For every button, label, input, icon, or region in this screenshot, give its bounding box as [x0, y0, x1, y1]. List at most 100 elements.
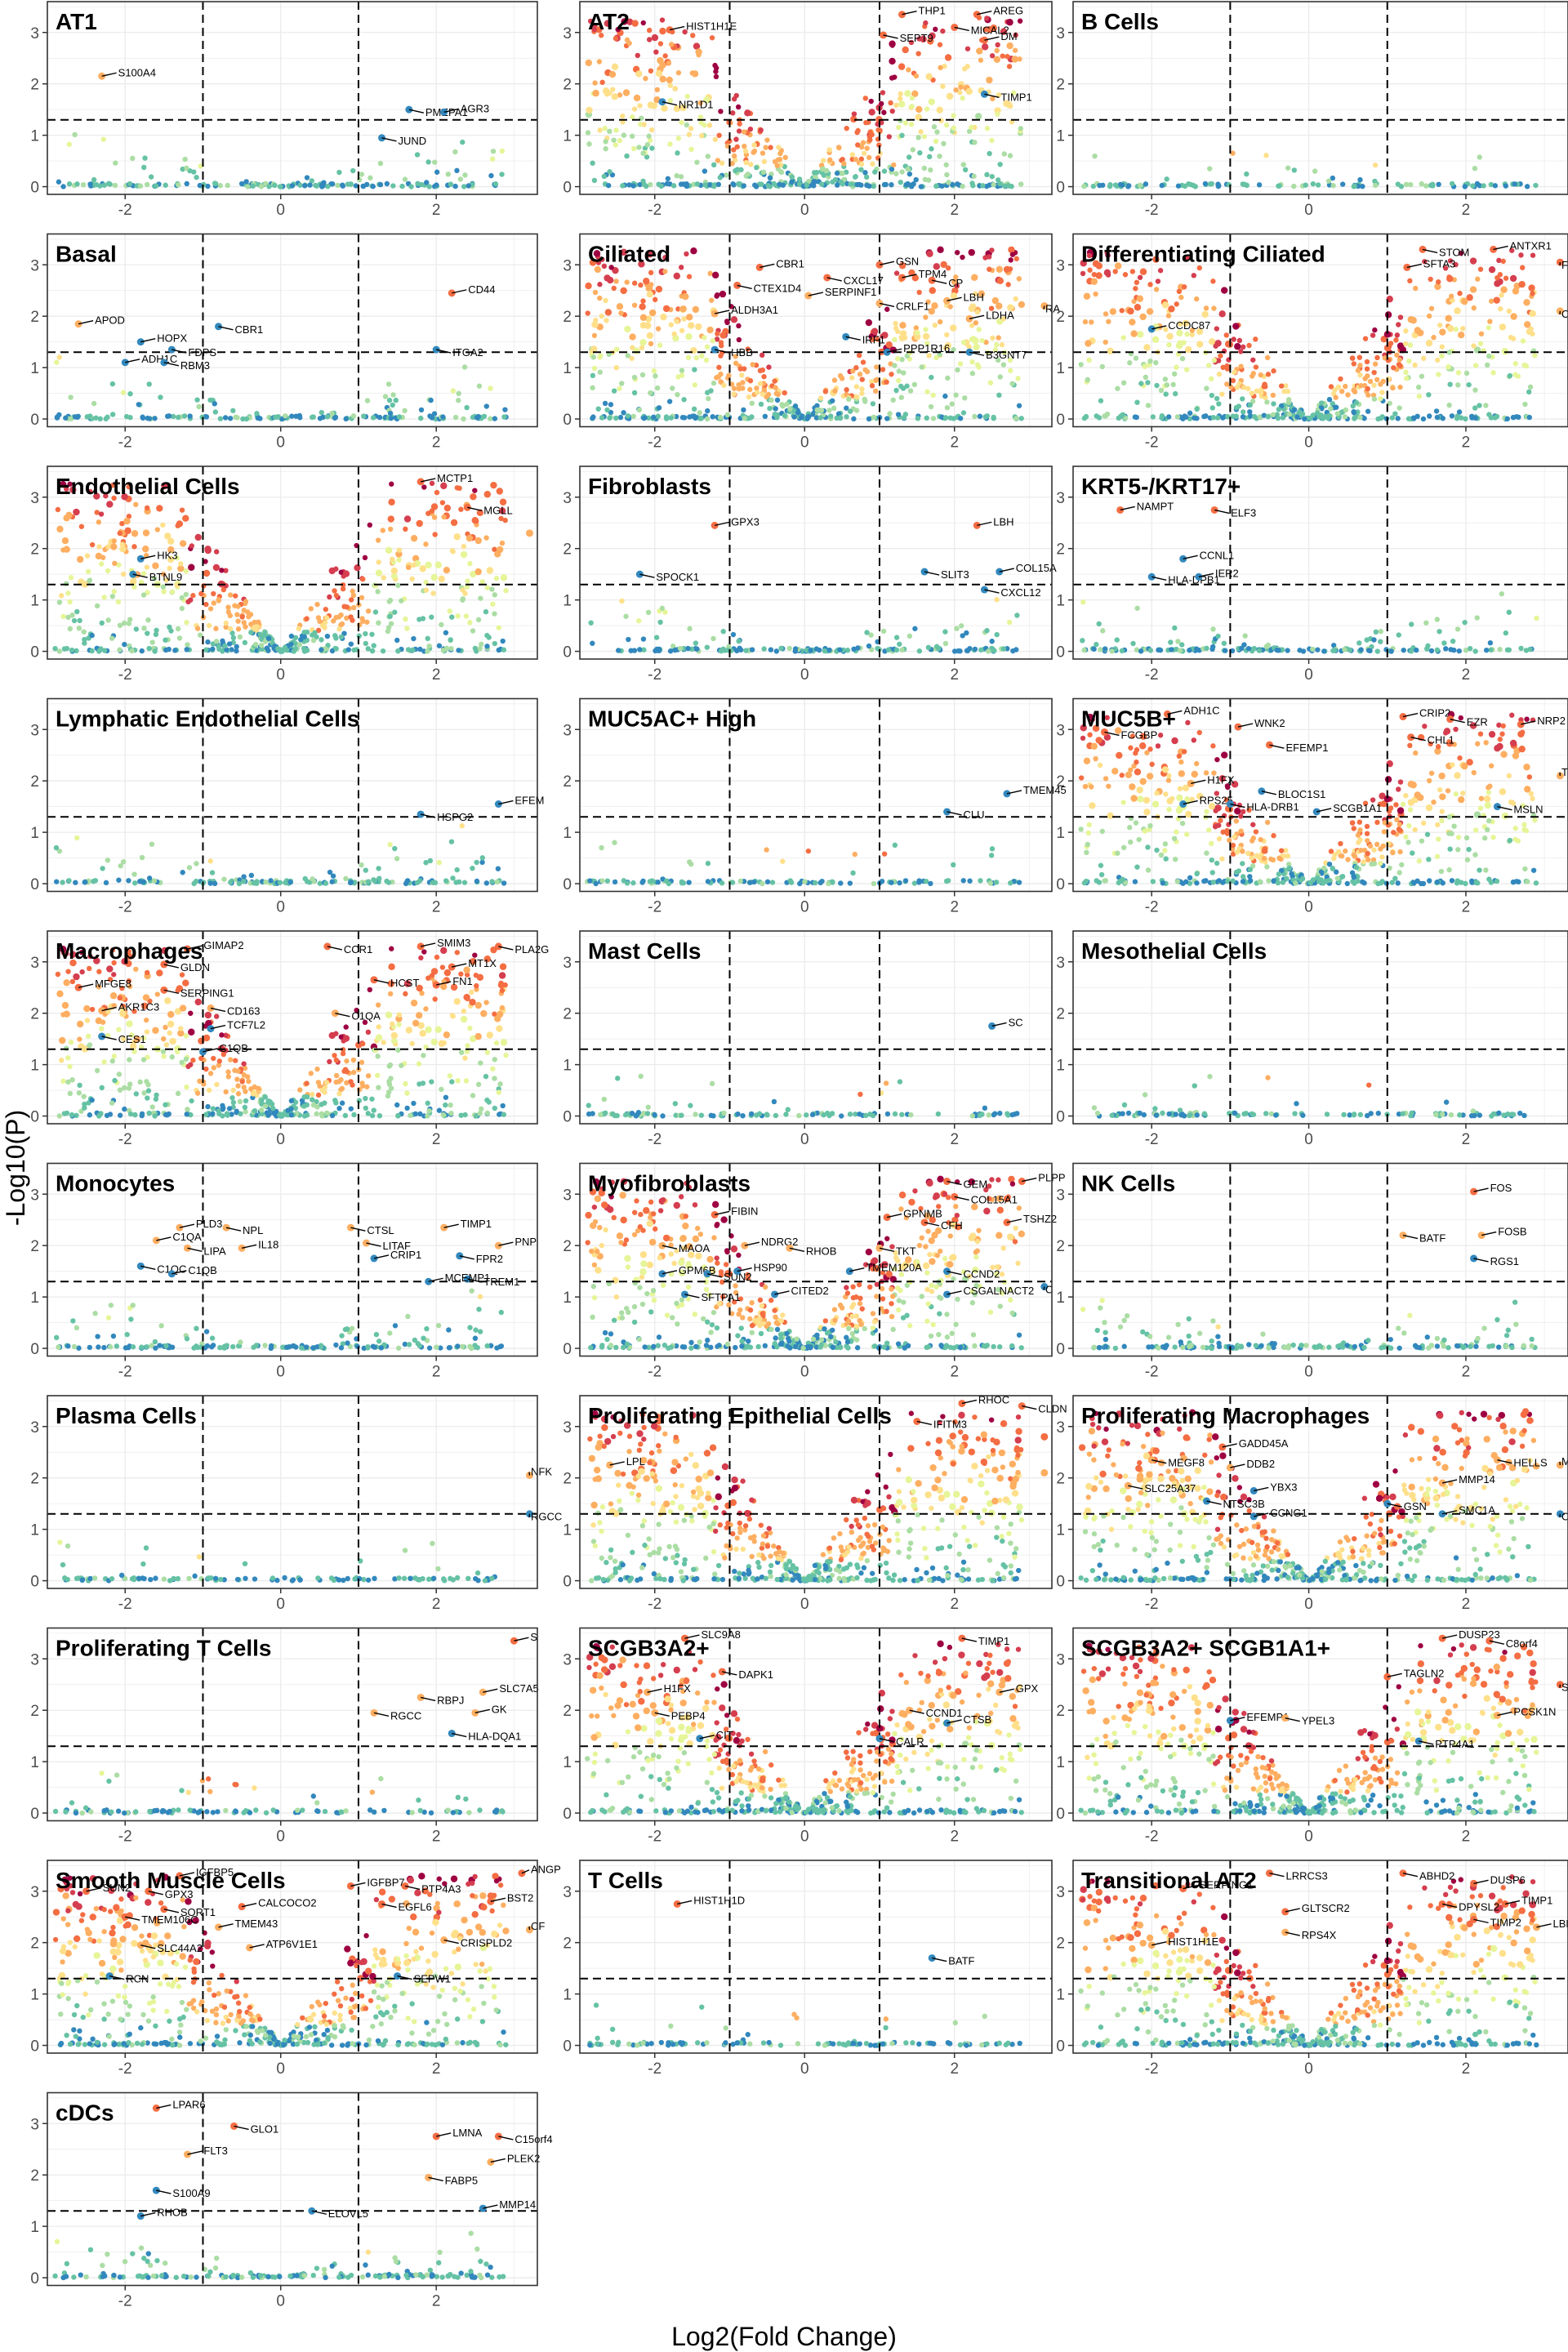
data-point: [1472, 363, 1479, 368]
data-point: [476, 383, 483, 389]
data-point: [499, 540, 506, 546]
data-point: [607, 128, 612, 135]
data-point: [452, 183, 458, 189]
data-point: [893, 387, 899, 394]
data-point: [1530, 867, 1537, 873]
data-point: [1500, 258, 1506, 265]
y-tick-label: 0: [563, 180, 572, 197]
data-point: [103, 880, 109, 886]
data-point: [730, 316, 738, 323]
data-point: [1182, 413, 1187, 419]
data-point: [443, 504, 452, 512]
data-point: [1245, 645, 1252, 652]
data-point: [1253, 336, 1258, 342]
data-point: [1435, 357, 1441, 363]
data-point: [893, 320, 898, 327]
data-point: [893, 102, 899, 109]
data-point: [1390, 385, 1396, 391]
data-point: [593, 317, 599, 323]
data-point: [1232, 323, 1240, 330]
data-point: [333, 646, 339, 652]
data-point: [1483, 403, 1489, 408]
data-point: [348, 641, 354, 647]
data-point: [964, 46, 971, 51]
gene-leader-line: [883, 34, 898, 39]
data-point: [811, 170, 817, 176]
data-point: [145, 415, 150, 421]
data-point: [1460, 326, 1466, 332]
data-point: [230, 635, 237, 641]
data-point: [1095, 737, 1102, 744]
data-point: [232, 603, 238, 608]
y-tick-label: 3: [30, 490, 39, 507]
data-point: [1120, 844, 1127, 851]
gene-label: EFEMP1: [1285, 742, 1328, 754]
data-point: [179, 540, 187, 547]
data-point: [1130, 640, 1136, 647]
data-point: [675, 374, 681, 380]
data-point: [1183, 831, 1190, 837]
data-point: [369, 648, 376, 654]
data-point: [664, 180, 670, 187]
data-point: [1466, 381, 1472, 388]
data-point: [697, 114, 704, 120]
data-point: [1419, 838, 1425, 844]
data-point: [1446, 831, 1452, 836]
data-point: [212, 401, 217, 407]
data-point: [1451, 647, 1457, 653]
data-point: [1246, 342, 1252, 349]
data-point: [194, 533, 202, 541]
data-point: [461, 543, 467, 550]
data-point: [448, 646, 454, 652]
data-point: [703, 96, 710, 104]
data-point: [1406, 822, 1412, 829]
data-point: [1407, 781, 1414, 788]
data-point: [1483, 867, 1489, 873]
gene-label: APOD: [95, 314, 125, 327]
data-point: [811, 183, 817, 189]
data-point: [1436, 372, 1441, 377]
data-point: [189, 543, 195, 549]
data-point: [915, 51, 921, 56]
data-point: [1455, 382, 1461, 388]
data-point: [1136, 295, 1144, 302]
x-tick-label: -2: [1145, 666, 1159, 684]
data-point: [886, 134, 892, 140]
data-point: [884, 306, 890, 312]
data-point: [1158, 852, 1165, 858]
data-point: [411, 562, 416, 568]
data-point: [862, 396, 867, 403]
data-point: [1011, 90, 1017, 96]
data-point: [457, 176, 464, 182]
data-point: [778, 645, 784, 652]
data-point: [895, 355, 901, 362]
data-point: [655, 880, 661, 885]
data-point: [1242, 633, 1248, 639]
data-point: [718, 371, 724, 377]
data-point: [1426, 857, 1432, 862]
data-point: [1497, 646, 1503, 653]
data-point: [890, 397, 896, 403]
data-point: [862, 170, 868, 176]
data-point: [947, 415, 953, 421]
data-point: [846, 396, 852, 403]
data-point: [272, 414, 278, 421]
data-point: [1393, 802, 1399, 808]
data-point: [909, 95, 915, 101]
data-point: [112, 560, 118, 567]
data-point: [689, 70, 696, 76]
data-point: [734, 144, 740, 149]
data-point: [679, 368, 685, 373]
data-point: [837, 372, 844, 379]
data-point: [706, 122, 713, 128]
data-point: [1018, 416, 1024, 421]
x-tick-label: 0: [800, 434, 809, 452]
data-point: [1512, 826, 1518, 831]
data-point: [1193, 646, 1200, 652]
data-point: [1519, 265, 1526, 270]
data-point: [717, 175, 724, 180]
data-point: [1486, 353, 1492, 359]
data-point: [639, 339, 647, 346]
data-point: [774, 415, 780, 421]
data-point: [659, 61, 666, 69]
